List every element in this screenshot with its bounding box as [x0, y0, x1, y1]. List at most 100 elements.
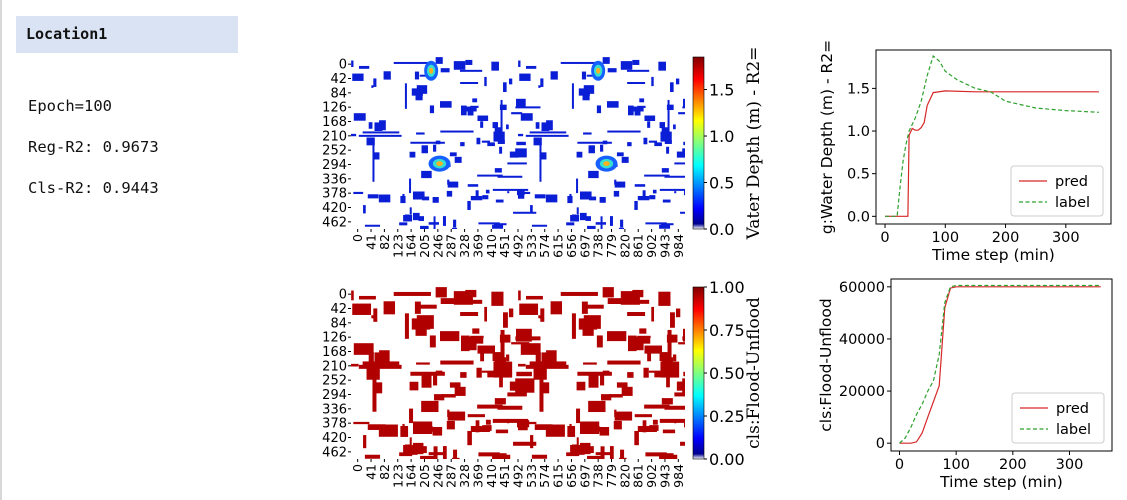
map-cell: [639, 98, 645, 103]
map-cell: [440, 130, 474, 133]
map-cell: [632, 59, 640, 65]
map-cell: [507, 191, 510, 194]
heatmap-x-tick-label: 369: [470, 464, 485, 488]
map-cell: [516, 98, 526, 107]
map-cell: [470, 105, 479, 108]
map-cell: [683, 371, 685, 377]
map-cell: [409, 381, 419, 391]
map-cell: [579, 212, 587, 221]
map-cell: [476, 367, 482, 378]
y-tick-label: 60000: [839, 280, 885, 296]
map-cell: [618, 227, 625, 229]
map-cell: [491, 291, 504, 306]
map-cell: [647, 121, 651, 128]
map-cell: [683, 328, 685, 342]
map-cell: [684, 424, 685, 431]
map-cell: [482, 195, 489, 200]
map-cell: [412, 212, 420, 221]
epoch-text: Epoch=100: [28, 97, 112, 115]
map-cell: [371, 315, 374, 319]
map-cell: [666, 146, 670, 154]
map-cell: [404, 83, 407, 109]
legend: pred label: [1011, 392, 1105, 444]
map-cell: [550, 71, 558, 80]
map-cell: [367, 194, 379, 199]
series-line-label: [885, 54, 1099, 217]
window-left-edge: [0, 0, 2, 500]
map-cell: [492, 224, 504, 229]
map-cell: [664, 175, 685, 178]
heatmap-x-tick-label: 574: [537, 464, 552, 488]
heatmap-x-tick-label: 820: [617, 234, 632, 258]
map-cell: [374, 382, 383, 394]
map-cell: [351, 133, 357, 137]
map-cell: [516, 141, 526, 146]
map-cell: [520, 343, 541, 355]
x-tick-label: 300: [1056, 457, 1084, 473]
map-cell: [660, 453, 674, 458]
map-cell: [499, 334, 511, 343]
map-cell: [495, 429, 509, 434]
map-cell: [497, 175, 523, 178]
y-tick-label: 20000: [839, 384, 885, 400]
map-cell: [649, 425, 659, 431]
map-cell: [637, 105, 646, 108]
heatmap-x-tick-label: 205: [417, 234, 432, 258]
map-cell: [439, 101, 452, 108]
map-cell: [485, 189, 490, 194]
heatmap-y-tick-label: 168: [322, 115, 347, 130]
map-cell: [516, 371, 532, 377]
map-cell: [634, 200, 638, 210]
map-cell: [531, 454, 548, 459]
map-cell: [664, 370, 676, 376]
map-cell: [353, 421, 370, 425]
flood-heatmap-map: [351, 287, 685, 459]
map-cell: [440, 298, 456, 304]
map-cell: [513, 211, 537, 214]
map-cell: [447, 181, 459, 188]
map-cell: [451, 227, 458, 229]
map-cell: [515, 148, 527, 158]
map-cell: [539, 368, 544, 412]
heatmap-x-tick-label: 533: [524, 234, 539, 258]
map-cell: [660, 131, 672, 142]
heatmap-y-tick-label: 336: [322, 172, 347, 187]
map-cell: [545, 194, 558, 203]
map-cell: [534, 424, 553, 430]
map-cell: [352, 73, 364, 81]
map-cell: [453, 219, 457, 228]
map-cell: [566, 222, 575, 226]
map-cell: [412, 442, 424, 455]
map-cell: [503, 82, 507, 92]
map-cell: [409, 408, 414, 424]
heatmap-y-tick-label: 42: [330, 302, 347, 317]
map-hotspot: [436, 161, 443, 167]
map-cell: [644, 174, 670, 177]
map-cell: [627, 105, 634, 116]
y-tick-label: 1.5: [847, 81, 870, 97]
map-cell: [680, 211, 685, 214]
map-cell: [503, 312, 508, 328]
map-cell: [520, 113, 533, 121]
map-cell: [639, 328, 647, 334]
map-cell: [421, 375, 432, 388]
map-cell: [442, 394, 456, 398]
map-cell: [481, 140, 491, 143]
map-cell: [409, 151, 416, 158]
map-cell: [353, 113, 366, 121]
map-cell: [373, 78, 377, 87]
map-cell: [465, 59, 473, 65]
map-cell: [616, 382, 628, 388]
map-cell: [579, 421, 600, 435]
map-cell: [538, 85, 541, 88]
map-cell: [449, 382, 461, 388]
map-cell: [518, 363, 526, 367]
map-cell: [684, 194, 685, 199]
map-cell: [467, 337, 477, 351]
map-cell: [684, 420, 685, 428]
heatmap-y-tick-label: 336: [322, 402, 347, 417]
heatmap-y-tick-label: 0: [339, 288, 347, 303]
heatmap-x-tick-label: 861: [631, 464, 646, 488]
map-cell: [525, 364, 569, 369]
heatmap-y-tick-label: 252: [322, 374, 347, 389]
